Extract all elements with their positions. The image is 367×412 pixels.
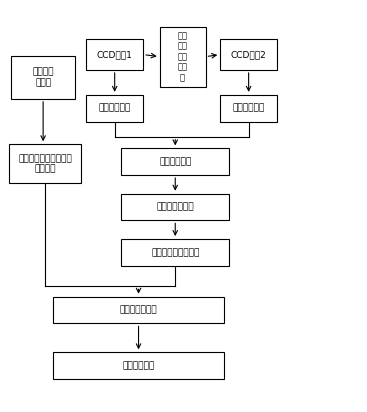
Text: 线结
构光
测量
传感
器: 线结 构光 测量 传感 器	[178, 31, 188, 82]
FancyBboxPatch shape	[53, 352, 224, 379]
Text: 内外参数计算: 内外参数计算	[159, 157, 191, 166]
FancyBboxPatch shape	[9, 144, 81, 183]
FancyBboxPatch shape	[11, 56, 75, 99]
Text: 全息干涉
传感器: 全息干涉 传感器	[32, 68, 54, 87]
FancyBboxPatch shape	[121, 239, 229, 266]
FancyBboxPatch shape	[53, 297, 224, 323]
FancyBboxPatch shape	[220, 39, 277, 70]
FancyBboxPatch shape	[121, 148, 229, 175]
Text: 图像特征提取: 图像特征提取	[99, 104, 131, 112]
FancyBboxPatch shape	[86, 39, 143, 70]
Text: 利用特征点拟合平面: 利用特征点拟合平面	[151, 248, 199, 257]
FancyBboxPatch shape	[160, 27, 206, 87]
Text: CCD相机2: CCD相机2	[231, 50, 266, 59]
FancyBboxPatch shape	[86, 95, 143, 122]
Text: 图像特征提取: 图像特征提取	[233, 104, 265, 112]
Text: 特征点三维重建: 特征点三维重建	[156, 203, 194, 211]
Text: CCD相机1: CCD相机1	[97, 50, 132, 59]
FancyBboxPatch shape	[220, 95, 277, 122]
Text: 非线性优化计算: 非线性优化计算	[120, 306, 157, 314]
FancyBboxPatch shape	[121, 194, 229, 220]
Text: 获取标定参数: 获取标定参数	[123, 361, 155, 370]
Text: 获得标定板表面的三维
点云数据: 获得标定板表面的三维 点云数据	[18, 154, 72, 173]
